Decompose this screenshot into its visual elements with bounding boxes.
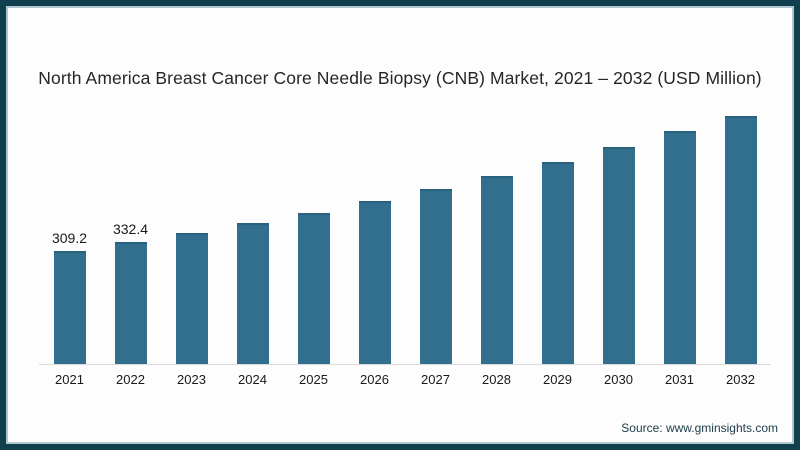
x-axis-tick-label: 2021 [55,372,84,387]
bar-2023 [175,233,208,364]
bar-2024 [236,223,269,364]
bar-column-2029: 2029 [527,116,588,387]
bar-column-2022: 332.4 2022 [100,116,161,387]
x-axis-tick-label: 2026 [360,372,389,387]
bar-value-label: 332.4 [112,221,149,238]
bar-column-2030: 2030 [588,116,649,387]
x-axis-tick-label: 2031 [665,372,694,387]
bar-column-2031: 2031 [649,116,710,387]
x-axis-tick-label: 2022 [116,372,145,387]
bar-2021 [53,250,86,364]
bar-column-2025: 2025 [283,116,344,387]
x-axis-tick-label: 2030 [604,372,633,387]
bar-column-2023: 2023 [161,116,222,387]
x-axis-tick-label: 2027 [421,372,450,387]
bar-column-2024: 2024 [222,116,283,387]
bar-2032 [724,116,757,364]
x-axis-tick-label: 2028 [482,372,511,387]
bar-2027 [419,189,452,364]
bar-2022 [114,242,147,364]
plot-area: 309.2 2021 332.4 2022 2023 2024 2025 2026 2027 20… [39,116,771,387]
source-attribution: Source: www.gminsights.com [621,421,778,435]
bar-2026 [358,201,391,364]
x-axis-tick-label: 2025 [299,372,328,387]
bar-column-2028: 2028 [466,116,527,387]
bar-value-label: 309.2 [51,229,88,246]
bar-2028 [480,176,513,364]
x-axis-tick-label: 2032 [726,372,755,387]
bar-column-2026: 2026 [344,116,405,387]
bar-2031 [663,130,696,364]
bar-2029 [541,162,574,364]
x-axis-tick-label: 2024 [238,372,267,387]
bar-2025 [297,212,330,364]
bar-column-2021: 309.2 2021 [39,116,100,387]
x-axis-tick-label: 2029 [543,372,572,387]
bar-column-2032: 2032 [710,116,771,387]
bar-2030 [602,146,635,364]
chart-title: North America Breast Cancer Core Needle … [38,68,762,88]
x-axis-tick-label: 2023 [177,372,206,387]
bar-column-2027: 2027 [405,116,466,387]
